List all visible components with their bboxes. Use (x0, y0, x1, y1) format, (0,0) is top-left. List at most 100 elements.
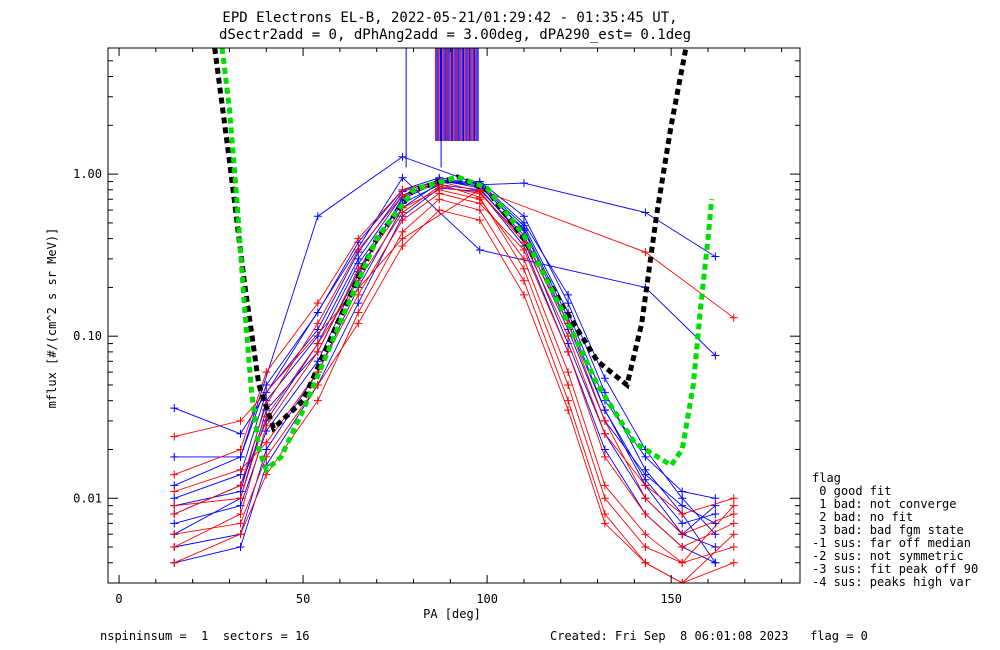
data-point (678, 487, 687, 496)
data-point (475, 189, 484, 198)
axes: 0 50 100 150 0.01 0.10 1.00 (73, 47, 800, 606)
data-point (678, 501, 687, 510)
series-line (174, 209, 735, 583)
data-point (641, 558, 650, 567)
data-point (600, 452, 609, 461)
series-line (174, 187, 716, 564)
data-point (519, 264, 528, 273)
legend-item: -4 sus: peaks high var (812, 575, 971, 589)
data-point (262, 445, 271, 454)
data-point (236, 445, 245, 454)
data-point (641, 530, 650, 539)
data-point (170, 543, 179, 552)
data-point (641, 248, 650, 257)
legend: flag 0 good fit 1 bad: not converge 2 ba… (812, 471, 978, 589)
series-line (174, 178, 716, 524)
title-block: EPD Electrons EL-B, 2022-05-21/01:29:42 … (219, 10, 691, 43)
data-point (170, 487, 179, 496)
series-line (174, 183, 735, 564)
data-point (170, 509, 179, 518)
data-point (641, 481, 650, 490)
legend-item: 3 bad: bad fgm state (812, 523, 964, 537)
data-point (711, 494, 720, 503)
data-point (600, 494, 609, 503)
legend-item: -1 sus: far off median (812, 536, 971, 550)
series (170, 189, 738, 552)
legend-title: flag (812, 471, 841, 485)
legend-item: 1 bad: not converge (812, 497, 957, 511)
data-point (711, 252, 720, 261)
data-point (236, 494, 245, 503)
data-point (262, 438, 271, 447)
series-line (174, 181, 716, 548)
legend-item: -3 sus: fit peak off 90 (812, 562, 978, 576)
y-axis-label: mflux [#/(cm^2 s sr MeV)] (45, 228, 59, 409)
x-tick-label: 100 (476, 592, 498, 606)
data-point (729, 494, 738, 503)
chart-subtitle: dSectr2add = 0, dPhAng2add = 3.00deg, dP… (219, 27, 691, 43)
data-point (170, 501, 179, 510)
data-point (354, 299, 363, 308)
data-point (600, 416, 609, 425)
series (170, 195, 738, 583)
data-point (170, 519, 179, 528)
data-point (711, 351, 720, 360)
data-point (170, 494, 179, 503)
data-point (678, 509, 687, 518)
data-point (564, 368, 573, 377)
data-point (262, 368, 271, 377)
series-line (174, 181, 716, 564)
data-point (729, 501, 738, 510)
data-point (435, 206, 444, 215)
series-line (174, 180, 716, 535)
data-point (600, 481, 609, 490)
data-point (313, 339, 322, 348)
data-point (678, 558, 687, 567)
fit-curve (219, 48, 715, 474)
data-point (170, 432, 179, 441)
data-point (236, 519, 245, 528)
data-point (519, 290, 528, 299)
data-point (236, 530, 245, 539)
chart-title: EPD Electrons EL-B, 2022-05-21/01:29:42 … (222, 10, 677, 26)
vertical-line-fan (405, 48, 479, 168)
fit-curves (212, 48, 715, 474)
data-point (170, 470, 179, 479)
data-point (678, 494, 687, 503)
legend-item: -2 sus: not symmetric (812, 549, 964, 563)
data-point (236, 481, 245, 490)
series-line (174, 184, 716, 524)
data-point (236, 465, 245, 474)
data-point (641, 543, 650, 552)
data-point (641, 208, 650, 217)
data-point (641, 452, 650, 461)
series (170, 206, 738, 583)
data-point (729, 558, 738, 567)
data-point (729, 530, 738, 539)
data-point (354, 290, 363, 299)
data-point (711, 543, 720, 552)
data-point (313, 347, 322, 356)
data-point (729, 543, 738, 552)
data-point (398, 173, 407, 182)
data-point (475, 199, 484, 208)
data-point (354, 246, 363, 255)
series-line (174, 189, 734, 438)
data-point (236, 429, 245, 438)
data-point (313, 212, 322, 221)
data-point (564, 299, 573, 308)
data-point (600, 429, 609, 438)
data-point (313, 308, 322, 317)
data-point (475, 206, 484, 215)
data-point (519, 212, 528, 221)
data-point (678, 579, 687, 583)
series-line (174, 176, 716, 435)
data-point (398, 216, 407, 225)
data-point (354, 319, 363, 328)
data-point (170, 404, 179, 413)
data-point (564, 396, 573, 405)
data-point (398, 234, 407, 243)
x-axis-label: PA [deg] (423, 607, 481, 621)
data-point (729, 313, 738, 322)
data-point (313, 319, 322, 328)
